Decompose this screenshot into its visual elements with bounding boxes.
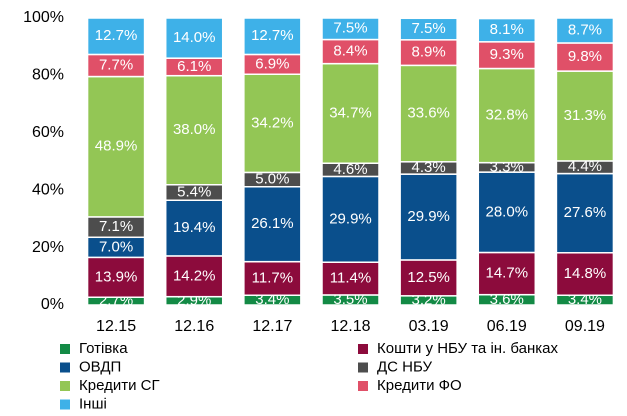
data-label: 26.1% (251, 215, 294, 232)
legend-label: Кредити ФО (377, 377, 462, 394)
data-label: 14.2% (173, 267, 216, 284)
legend-swatch (358, 362, 368, 373)
data-label: 27.6% (564, 204, 607, 221)
legend-label: ДС НБУ (377, 358, 432, 375)
x-tick-label: 12.15 (96, 318, 136, 335)
legend-swatch (60, 381, 70, 391)
data-label: 4.3% (412, 159, 446, 176)
x-tick-label: 12.16 (174, 318, 214, 335)
bar-segment (164, 255, 224, 298)
bar-segment (86, 17, 146, 56)
data-label: 4.6% (333, 161, 367, 178)
data-label: 12.7% (251, 27, 294, 44)
bar-segment (399, 173, 458, 261)
legend-label: Кредити СГ (79, 377, 160, 394)
y-tick-label: 100% (23, 9, 64, 26)
bar-segment (164, 74, 224, 186)
data-label: 9.3% (490, 46, 524, 63)
data-label: 13.9% (95, 268, 138, 285)
bar-segment (243, 186, 302, 263)
x-tick-label: 12.17 (252, 318, 292, 335)
data-label: 9.8% (568, 48, 602, 65)
bar-segment (164, 199, 224, 257)
data-label: 4.4% (568, 158, 602, 175)
x-tick-label: 12.18 (330, 318, 370, 335)
data-label: 7.7% (99, 56, 133, 73)
data-label: 8.9% (412, 44, 446, 61)
legend-label: Готівка (79, 340, 128, 357)
legend-label: ОВДП (79, 358, 121, 375)
x-tick-label: 06.19 (487, 318, 527, 335)
bar-segment (243, 17, 302, 56)
y-tick-label: 0% (41, 296, 64, 313)
data-label: 12.5% (407, 269, 450, 286)
data-label: 34.7% (329, 104, 372, 121)
x-tick-label: 03.19 (409, 318, 449, 335)
bar-segment (477, 17, 537, 43)
bar-segment (321, 38, 380, 65)
data-label: 11.7% (252, 269, 293, 286)
bar-segment (164, 17, 224, 59)
bar-segment (86, 256, 146, 299)
bar-segment (321, 62, 380, 164)
data-label: 12.7% (95, 27, 138, 44)
data-label: 34.2% (251, 114, 294, 131)
legend-swatch (60, 344, 70, 354)
y-tick-label: 60% (32, 124, 64, 141)
data-label: 5.4% (177, 183, 211, 200)
y-tick-label: 20% (32, 239, 64, 256)
bar-segment (477, 41, 537, 70)
data-label: 33.6% (407, 105, 450, 122)
data-label: 14.0% (173, 29, 216, 46)
y-tick-label: 40% (32, 181, 64, 198)
bar-segment (555, 42, 615, 72)
data-label: 8.1% (490, 21, 524, 38)
data-label: 8.7% (568, 21, 602, 38)
legend-swatch (358, 344, 368, 354)
data-label: 32.8% (486, 107, 529, 124)
data-label: 14.8% (564, 265, 607, 282)
bar-segment (555, 70, 615, 162)
data-label: 7.5% (333, 20, 367, 37)
data-label: 6.9% (255, 55, 289, 72)
bar-segment (555, 17, 615, 44)
data-label: 14.7% (486, 265, 529, 282)
data-label: 31.3% (564, 107, 607, 124)
bar-segment (477, 67, 537, 164)
y-tick-label: 80% (32, 67, 64, 84)
data-label: 7.1% (99, 218, 133, 235)
legend-swatch (358, 381, 368, 391)
data-label: 48.9% (95, 138, 138, 155)
data-label: 11.4% (330, 270, 371, 287)
data-label: 7.5% (412, 20, 446, 37)
data-label: 29.9% (329, 210, 372, 227)
bar-segment (555, 252, 615, 296)
x-tick-label: 09.19 (565, 318, 605, 335)
data-label: 28.0% (486, 203, 529, 220)
data-label: 6.1% (177, 58, 211, 75)
legend-swatch (60, 399, 70, 410)
data-label: 19.4% (173, 219, 216, 236)
data-label: 8.4% (333, 43, 367, 60)
bar-segment (399, 39, 458, 67)
data-label: 5.0% (255, 171, 289, 188)
bar-segment (477, 251, 537, 296)
data-label: 29.9% (407, 208, 450, 225)
data-label: 7.0% (99, 238, 133, 255)
bar-segment (243, 260, 302, 296)
bar-segment (399, 17, 458, 41)
data-label: 38.0% (173, 121, 216, 138)
legend-label: Кошти у НБУ та ін. банках (377, 340, 558, 357)
bar-segment (321, 17, 380, 41)
legend-label: Інші (79, 395, 107, 412)
legend-swatch (60, 362, 70, 373)
